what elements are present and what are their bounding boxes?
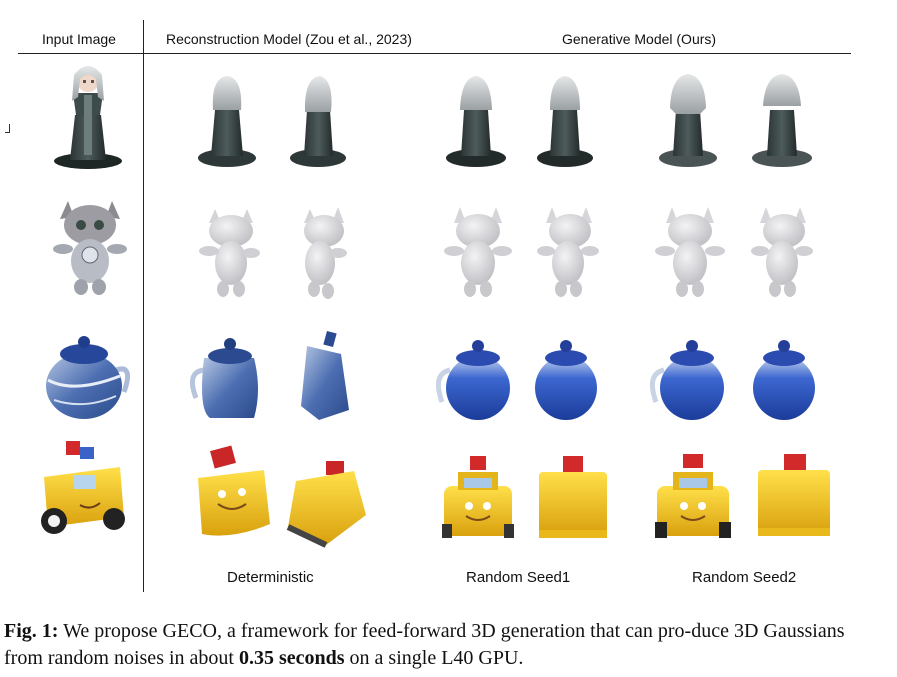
label-random-seed1: Random Seed1 — [466, 569, 571, 586]
seed2-cat-view2 — [751, 207, 813, 297]
caption-bold-time: 0.35 seconds — [238, 647, 345, 669]
recon-truck-view2 — [286, 461, 366, 548]
row-cat — [53, 201, 813, 299]
header-divider — [18, 53, 851, 54]
seed2-teapot-view1 — [649, 340, 724, 420]
label-deterministic: Deterministic — [227, 569, 314, 586]
seed1-truck-view1 — [442, 456, 514, 538]
seed2-truck-view1 — [655, 454, 731, 538]
input-teapot — [46, 336, 131, 419]
figure-label: Fig. 1: — [4, 620, 59, 642]
figure-caption: Fig. 1: We propose GECO, a framework for… — [4, 618, 884, 672]
input-cat — [53, 201, 127, 295]
recon-figurine-view2 — [290, 76, 346, 167]
column-header-input: Input Image — [42, 31, 116, 47]
seed1-teapot-view2 — [535, 340, 597, 420]
input-figurine — [54, 66, 122, 169]
recon-truck-view1 — [198, 445, 270, 536]
label-random-seed2: Random Seed2 — [692, 569, 797, 586]
seed1-figurine-view1 — [446, 76, 506, 167]
input-truck — [41, 441, 125, 534]
seed1-figurine-view2 — [537, 76, 593, 167]
figure-illustrations — [41, 66, 830, 548]
recon-teapot-view1 — [189, 338, 258, 418]
recon-cat-view1 — [199, 209, 260, 297]
caption-text-2: on a single L40 GPU. — [344, 647, 524, 669]
recon-cat-view2 — [304, 207, 347, 299]
seed2-figurine-view2 — [752, 74, 812, 167]
seed1-cat-view2 — [537, 207, 599, 297]
recon-teapot-view2 — [301, 330, 349, 420]
seed1-truck-view2 — [539, 456, 607, 538]
seed2-truck-view2 — [758, 454, 830, 536]
row-figurine — [54, 66, 812, 169]
column-header-generative: Generative Model (Ours) — [562, 31, 717, 47]
row-teapot — [46, 330, 815, 420]
caption-text-1: We propose GECO, a framework for feed-fo… — [4, 620, 845, 669]
column-divider — [143, 20, 144, 592]
seed1-teapot-view1 — [435, 340, 510, 420]
recon-figurine-view1 — [198, 76, 256, 167]
seed2-figurine-view1 — [659, 74, 717, 167]
corner-mark — [5, 124, 10, 133]
seed2-teapot-view2 — [753, 340, 815, 420]
row-truck — [41, 441, 830, 548]
seed2-cat-view1 — [655, 207, 725, 297]
column-header-reconstruction: Reconstruction Model (Zou et al., 2023) — [166, 31, 412, 47]
seed1-cat-view1 — [444, 207, 512, 297]
